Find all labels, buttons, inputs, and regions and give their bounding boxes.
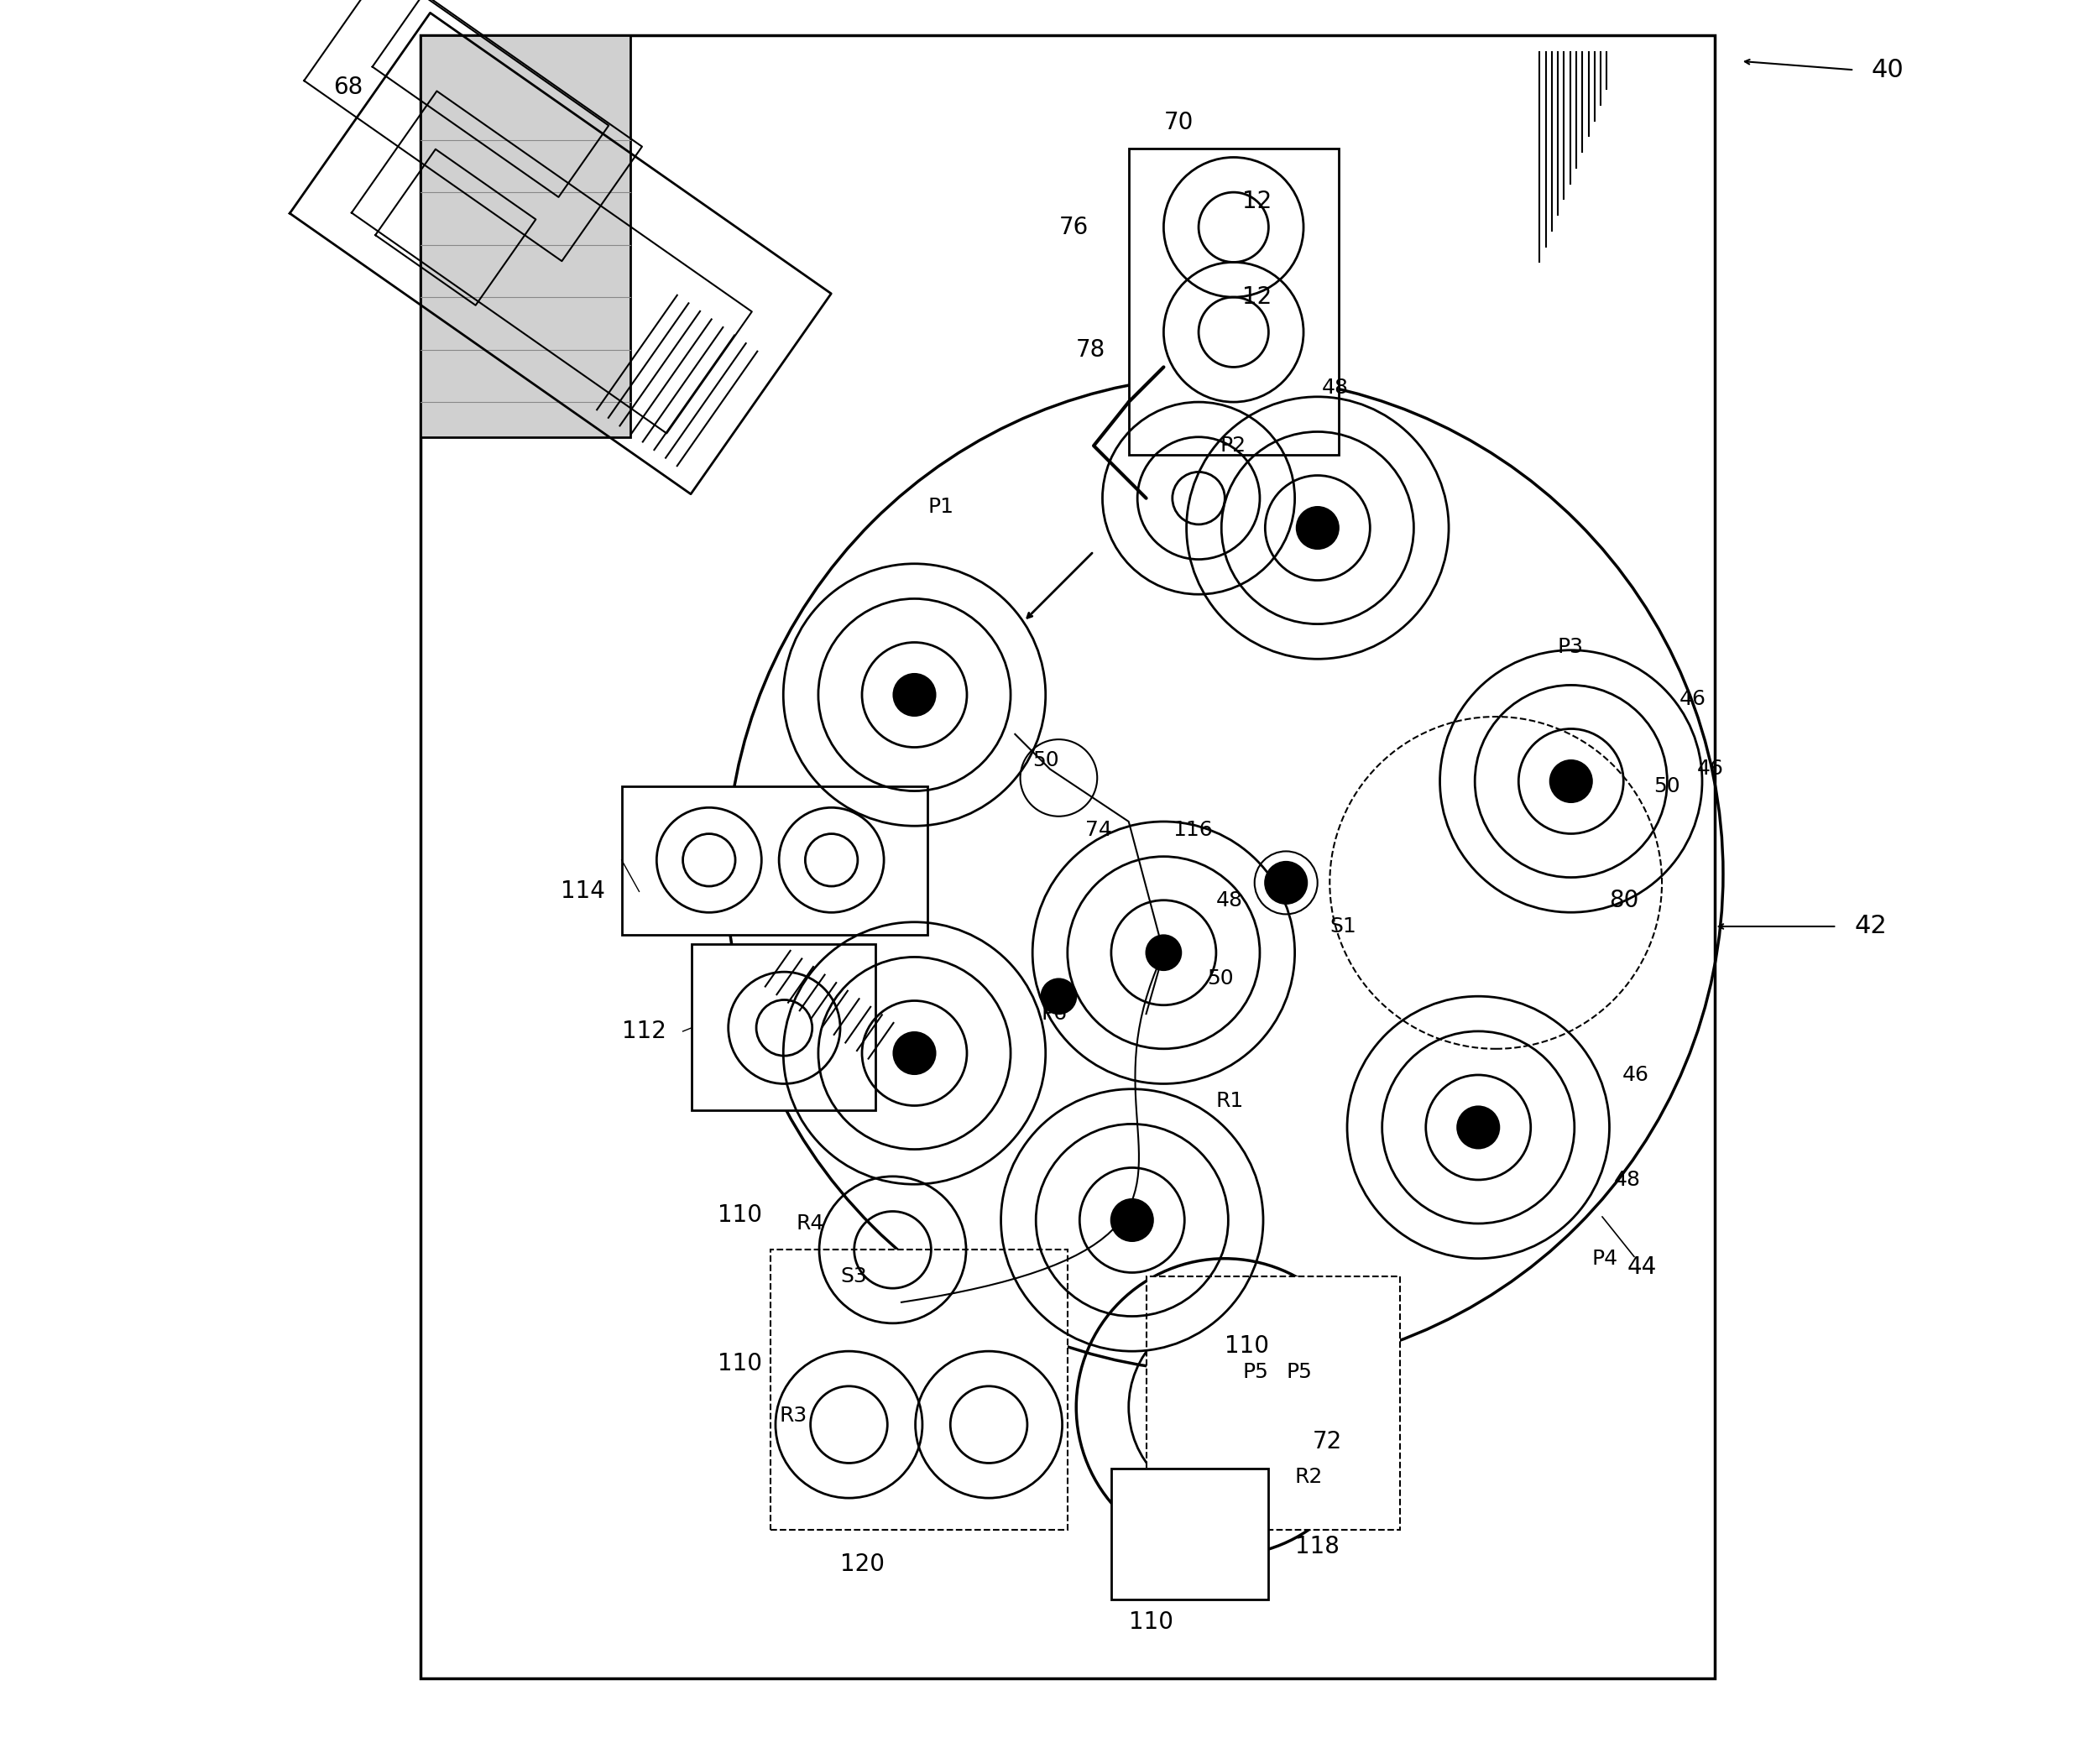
Text: P6: P6: [1042, 1003, 1067, 1024]
Text: 50: 50: [1207, 968, 1235, 989]
Circle shape: [1457, 1106, 1499, 1148]
Bar: [622, 787, 928, 935]
Text: 80: 80: [1609, 888, 1640, 912]
Text: P4: P4: [1592, 1248, 1619, 1269]
Text: P5: P5: [1285, 1362, 1312, 1383]
Circle shape: [1042, 979, 1075, 1014]
Text: R2: R2: [1296, 1467, 1323, 1488]
Text: 120: 120: [840, 1552, 884, 1577]
Text: 50: 50: [1653, 776, 1680, 797]
Text: P2: P2: [1220, 435, 1245, 456]
Text: P5: P5: [1243, 1362, 1268, 1383]
Text: 110: 110: [718, 1351, 762, 1376]
Circle shape: [1264, 862, 1306, 904]
Text: 72: 72: [1312, 1430, 1342, 1454]
Text: 50: 50: [1033, 750, 1058, 771]
Text: 44: 44: [1628, 1255, 1657, 1280]
Text: S1: S1: [1329, 916, 1357, 937]
Bar: [1111, 1468, 1268, 1599]
Text: 70: 70: [1163, 110, 1193, 135]
Text: R4: R4: [796, 1213, 825, 1234]
Circle shape: [892, 675, 934, 717]
Bar: [1147, 1276, 1401, 1530]
Text: 110: 110: [1224, 1334, 1268, 1358]
Text: 76: 76: [1058, 215, 1088, 239]
Text: 116: 116: [1172, 820, 1212, 841]
Bar: [420, 35, 630, 437]
Circle shape: [1147, 935, 1180, 970]
Circle shape: [1550, 760, 1592, 802]
Text: 118: 118: [1296, 1535, 1340, 1559]
Text: 78: 78: [1075, 337, 1107, 362]
Text: 74: 74: [1086, 820, 1111, 841]
Circle shape: [1111, 1199, 1153, 1241]
Text: 68: 68: [334, 75, 363, 100]
Text: 110: 110: [718, 1203, 762, 1227]
Text: 42: 42: [1854, 914, 1886, 939]
Circle shape: [1296, 507, 1338, 549]
Text: 112: 112: [622, 1019, 666, 1044]
Text: 40: 40: [1871, 58, 1905, 82]
Bar: [691, 944, 876, 1110]
Text: 114: 114: [561, 879, 605, 904]
Text: 48: 48: [1613, 1169, 1640, 1190]
Text: 46: 46: [1621, 1065, 1649, 1086]
Text: 46: 46: [1697, 759, 1724, 780]
Text: R1: R1: [1216, 1091, 1243, 1112]
Text: P3: P3: [1556, 636, 1583, 657]
Text: 48: 48: [1216, 890, 1243, 911]
Circle shape: [892, 1031, 934, 1073]
Bar: [1128, 149, 1338, 454]
Text: 48: 48: [1321, 378, 1348, 399]
Text: 46: 46: [1680, 689, 1705, 710]
Text: R3: R3: [779, 1405, 806, 1426]
Text: S3: S3: [840, 1266, 867, 1287]
Text: 12: 12: [1243, 285, 1273, 309]
Bar: [771, 1250, 1067, 1530]
Text: 12: 12: [1243, 189, 1273, 213]
Text: P1: P1: [928, 496, 953, 517]
Text: 110: 110: [1128, 1610, 1174, 1634]
Bar: [420, 35, 1714, 1678]
